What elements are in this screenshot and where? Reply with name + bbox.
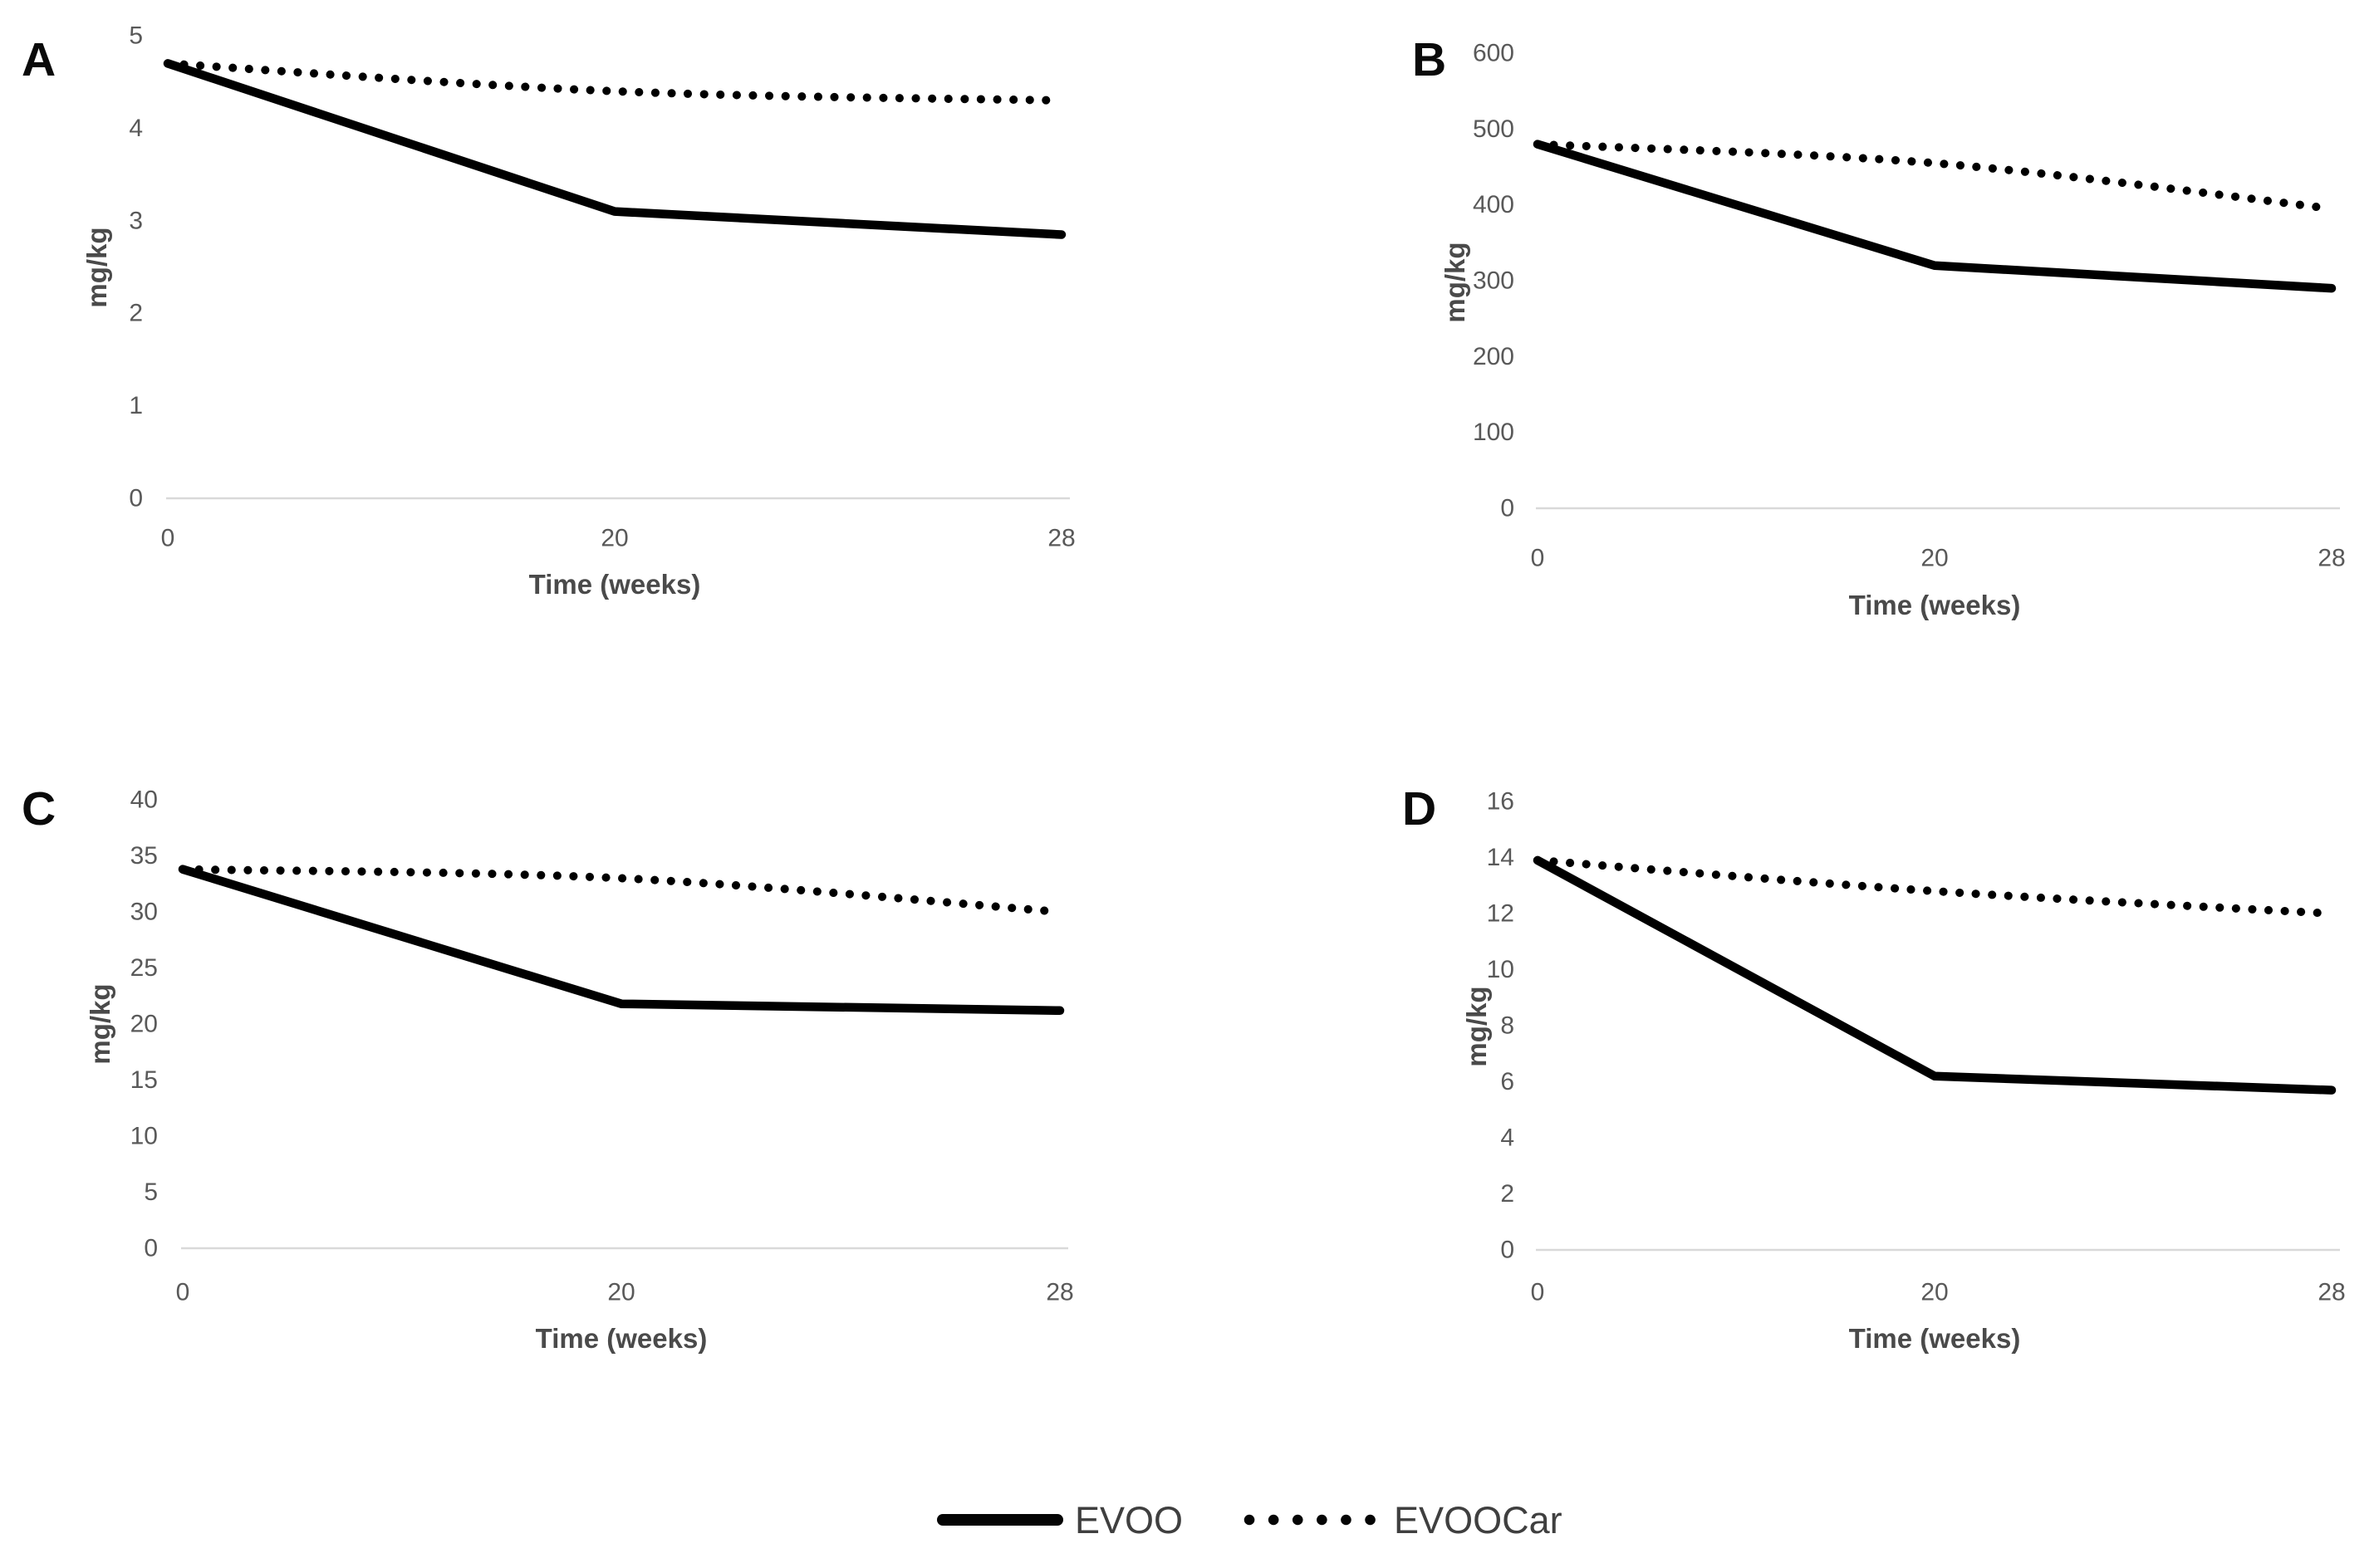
y-tick-label-a-1: 1 <box>129 392 143 419</box>
evoocar-line-a <box>164 59 1066 105</box>
y-tick-label-c-25: 25 <box>130 954 158 982</box>
x-axis-title-c: Time (weeks) <box>535 1323 708 1354</box>
x-tick-label-a-20: 20 <box>601 525 628 552</box>
panel-label-c: C <box>22 782 56 835</box>
panel-label-b: B <box>1412 33 1447 86</box>
y-tick-label-a-0: 0 <box>129 485 143 512</box>
x-tick-label-c-20: 20 <box>607 1279 635 1306</box>
y-tick-label-a-3: 3 <box>129 207 143 234</box>
panel-label-d: D <box>1402 782 1437 835</box>
y-tick-label-d-10: 10 <box>1487 956 1514 983</box>
y-tick-label-a-4: 4 <box>129 115 143 142</box>
evoo-line-c <box>178 865 1065 1016</box>
evoocar-line-d <box>1533 855 2336 918</box>
y-tick-label-b-500: 500 <box>1473 115 1514 143</box>
y-tick-label-c-20: 20 <box>130 1011 158 1038</box>
evoo-line-d <box>1533 855 2337 1095</box>
y-tick-label-c-35: 35 <box>130 842 158 870</box>
chart-b: 600 500 400 300 200 100 00 20 28 <box>1473 40 2346 572</box>
y-tick-label-a-2: 2 <box>129 300 143 327</box>
y-tick-label-b-300: 300 <box>1473 267 1514 295</box>
x-tick-label-d-0: 0 <box>1531 1279 1545 1306</box>
y-tick-label-d-2: 2 <box>1500 1180 1514 1208</box>
legend-label-evoocar: EVOOCar <box>1394 1498 1562 1541</box>
y-tick-label-c-40: 40 <box>130 786 158 814</box>
x-tick-label-b-20: 20 <box>1920 545 1948 572</box>
x-tick-label-d-28: 28 <box>2318 1279 2345 1306</box>
evoocar-line-c <box>179 865 1064 916</box>
y-tick-label-d-6: 6 <box>1500 1068 1514 1095</box>
legend: EVOO EVOOCar <box>937 1493 1562 1546</box>
y-tick-label-c-0: 0 <box>144 1235 158 1262</box>
y-axis-title-a: mg/kg <box>81 227 112 308</box>
y-tick-label-c-5: 5 <box>144 1178 158 1206</box>
x-tick-label-a-0: 0 <box>161 525 175 552</box>
evoo-line-a <box>163 59 1067 239</box>
y-axis-title-d: mg/kg <box>1461 986 1492 1067</box>
y-tick-label-d-0: 0 <box>1500 1237 1514 1264</box>
y-tick-label-d-8: 8 <box>1500 1012 1514 1040</box>
evoo-line-swatch <box>937 1514 1063 1526</box>
evoo-line-b <box>1533 140 2337 293</box>
x-tick-label-b-0: 0 <box>1531 545 1545 572</box>
x-tick-label-a-28: 28 <box>1047 525 1075 552</box>
evoocar-line-swatch <box>1243 1514 1383 1526</box>
chart-c: 40 35 30 25 20 15 10 5 00 20 28 <box>130 786 1074 1306</box>
y-tick-label-d-14: 14 <box>1487 844 1514 871</box>
legend-spacer <box>1194 1520 1231 1521</box>
y-tick-label-b-0: 0 <box>1500 495 1514 522</box>
y-tick-label-b-100: 100 <box>1473 419 1514 446</box>
y-tick-label-b-200: 200 <box>1473 343 1514 370</box>
y-tick-label-a-5: 5 <box>129 22 143 50</box>
evoocar-line-b <box>1533 140 2336 213</box>
panel-label-a: A <box>22 33 56 86</box>
y-tick-label-b-400: 400 <box>1473 191 1514 218</box>
x-axis-title-d: Time (weeks) <box>1848 1323 2021 1354</box>
x-tick-label-c-0: 0 <box>176 1279 190 1306</box>
x-axis-title-b: Time (weeks) <box>1848 590 2021 620</box>
y-axis-title-b: mg/kg <box>1440 242 1470 323</box>
y-tick-label-c-10: 10 <box>130 1123 158 1150</box>
x-axis-title-a: Time (weeks) <box>528 569 701 600</box>
y-tick-label-b-600: 600 <box>1473 40 1514 67</box>
x-tick-label-d-20: 20 <box>1920 1279 1948 1306</box>
x-tick-label-b-28: 28 <box>2318 545 2345 572</box>
y-tick-label-d-12: 12 <box>1487 900 1514 928</box>
y-tick-label-c-15: 15 <box>130 1066 158 1094</box>
chart-a: 5 4 3 2 1 00 20 28 <box>129 22 1075 552</box>
y-tick-label-d-16: 16 <box>1487 788 1514 816</box>
y-tick-label-c-30: 30 <box>130 899 158 926</box>
y-axis-title-c: mg/kg <box>85 983 115 1065</box>
legend-label-evoo: EVOO <box>1075 1498 1184 1541</box>
y-tick-label-d-4: 4 <box>1500 1125 1514 1152</box>
x-tick-label-c-28: 28 <box>1046 1279 1073 1306</box>
